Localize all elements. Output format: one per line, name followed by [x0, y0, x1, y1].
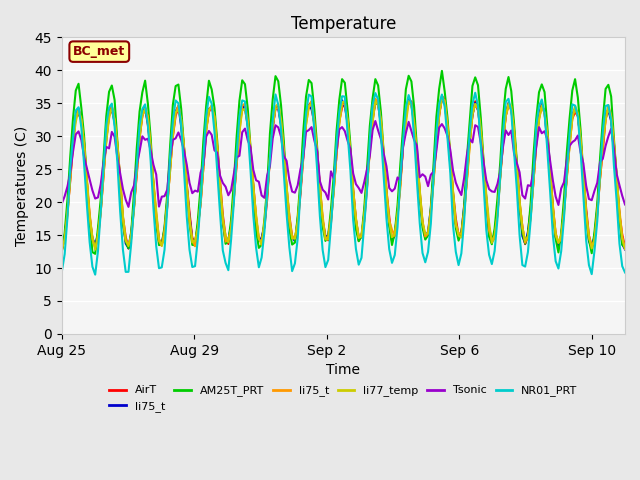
li75_t [621, 247, 629, 252]
li75_t [152, 216, 160, 221]
li77_temp [92, 247, 99, 252]
Line: li75_t: li75_t [62, 97, 625, 249]
AM25T_PRT [58, 249, 66, 254]
Y-axis label: Temperatures (C): Temperatures (C) [15, 125, 29, 246]
li77_temp [211, 114, 218, 120]
Tsonic [119, 186, 127, 192]
NR01_PRT [92, 272, 99, 277]
AM25T_PRT [438, 68, 446, 74]
Tsonic [355, 185, 362, 191]
AirT [621, 244, 629, 250]
li75_t [352, 216, 360, 222]
NR01_PRT [480, 180, 488, 186]
NR01_PRT [621, 270, 629, 276]
NR01_PRT [155, 265, 163, 271]
li75_t [621, 246, 629, 252]
li75_t [152, 215, 160, 220]
Tsonic [211, 147, 218, 153]
AM25T_PRT [355, 239, 362, 244]
AirT [152, 211, 160, 217]
Tsonic [155, 204, 163, 209]
li77_temp [58, 246, 66, 252]
li77_temp [355, 235, 362, 241]
AirT [352, 216, 360, 222]
li77_temp [438, 96, 446, 101]
AirT [58, 248, 66, 253]
Line: AM25T_PRT: AM25T_PRT [62, 71, 625, 254]
Line: Tsonic: Tsonic [62, 121, 625, 207]
AirT [477, 125, 484, 131]
Tsonic [371, 118, 379, 124]
li75_t [119, 216, 127, 221]
AM25T_PRT [92, 251, 99, 257]
li75_t [404, 96, 412, 102]
li77_temp [122, 237, 129, 243]
li77_temp [621, 246, 629, 252]
li75_t [438, 94, 446, 100]
NR01_PRT [122, 269, 129, 275]
li75_t [208, 104, 216, 109]
Line: AirT: AirT [62, 96, 625, 251]
li75_t [58, 244, 66, 250]
Text: BC_met: BC_met [73, 45, 125, 58]
AM25T_PRT [155, 242, 163, 248]
NR01_PRT [211, 129, 218, 134]
li77_temp [155, 236, 163, 242]
Line: li77_temp: li77_temp [62, 98, 625, 250]
AM25T_PRT [122, 239, 129, 244]
NR01_PRT [472, 90, 479, 96]
Tsonic [58, 201, 66, 206]
li75_t [341, 104, 349, 109]
NR01_PRT [355, 262, 362, 267]
li77_temp [344, 117, 351, 123]
Line: NR01_PRT: NR01_PRT [62, 93, 625, 275]
Title: Temperature: Temperature [291, 15, 396, 33]
AirT [438, 93, 446, 99]
Legend: AirT, li75_t, AM25T_PRT, li75_t, li77_temp, Tsonic, NR01_PRT: AirT, li75_t, AM25T_PRT, li75_t, li77_te… [105, 381, 582, 416]
li75_t [477, 130, 484, 135]
li75_t [58, 245, 66, 251]
X-axis label: Time: Time [326, 363, 360, 377]
li75_t [352, 217, 360, 223]
Tsonic [125, 204, 132, 210]
li75_t [119, 217, 127, 223]
li77_temp [480, 157, 488, 163]
NR01_PRT [58, 268, 66, 274]
li75_t [477, 129, 484, 135]
AirT [341, 99, 349, 105]
AM25T_PRT [621, 244, 629, 250]
Tsonic [480, 159, 488, 165]
AirT [208, 103, 216, 109]
Line: li75_t: li75_t [62, 99, 625, 250]
AirT [119, 214, 127, 220]
li75_t [341, 101, 349, 107]
li75_t [208, 104, 216, 109]
Tsonic [621, 202, 629, 207]
Tsonic [344, 138, 351, 144]
AM25T_PRT [480, 157, 488, 163]
AM25T_PRT [344, 108, 351, 113]
AM25T_PRT [211, 105, 218, 111]
NR01_PRT [344, 130, 351, 136]
